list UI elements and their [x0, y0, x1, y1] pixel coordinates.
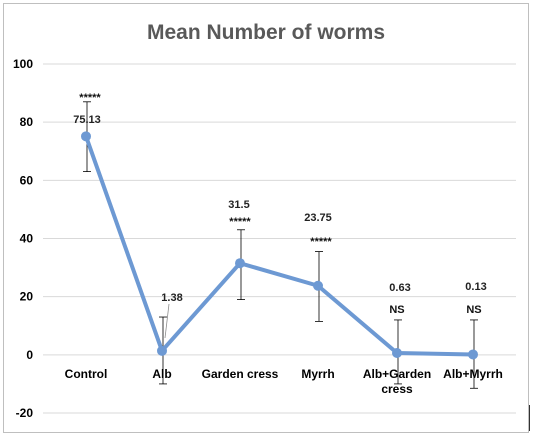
significance-mark: *****	[310, 236, 332, 248]
y-tick-label: 100	[13, 57, 33, 71]
data-points	[81, 131, 478, 360]
chart-frame	[3, 3, 529, 433]
label-leader-line	[164, 303, 170, 339]
significance-mark: *****	[229, 216, 251, 228]
data-point	[468, 349, 478, 360]
x-axis-tick-labels: Control Alb Garden cress Myrrh Alb+Garden cre…	[65, 367, 503, 396]
gridlines	[43, 63, 516, 414]
data-label: 0.63	[389, 282, 410, 294]
data-label: 75.13	[73, 114, 101, 126]
x-tick-label: Garden cress	[202, 367, 279, 381]
y-tick-label: -20	[16, 406, 34, 420]
data-point	[157, 345, 167, 356]
frame-edge-mark	[529, 405, 530, 431]
data-point	[81, 131, 91, 142]
series-line	[84, 134, 475, 357]
y-tick-label: 20	[20, 290, 34, 304]
data-label: 31.5	[228, 199, 249, 211]
x-tick-label: Control	[65, 367, 108, 381]
significance-mark: NS	[466, 304, 481, 316]
data-labels: 75.13 1.38 31.5 23.75 0.63 0.13 ***** ***** ****…	[73, 92, 487, 339]
chart-title: Mean Number of worms	[147, 21, 385, 44]
series-polyline	[84, 134, 475, 357]
significance-mark: NS	[389, 304, 404, 316]
significance-mark: *****	[79, 92, 101, 104]
data-point	[313, 280, 323, 291]
data-label: 23.75	[304, 212, 332, 224]
y-tick-label: 40	[20, 232, 34, 246]
x-tick-label: Myrrh	[301, 367, 334, 381]
y-tick-label: 0	[26, 348, 33, 362]
x-tick-label: Alb	[152, 367, 171, 381]
data-label: 0.13	[465, 281, 486, 293]
y-axis-tick-labels: -20 0 20 40 60 80 100	[13, 57, 33, 420]
error-bars	[83, 101, 478, 389]
y-tick-label: 60	[20, 173, 34, 187]
x-tick-label: Alb+Myrrh	[443, 367, 503, 381]
y-tick-label: 80	[20, 115, 34, 129]
data-point	[392, 348, 402, 359]
data-label: 1.38	[161, 292, 182, 304]
data-point	[235, 258, 245, 269]
x-tick-label: Alb+Garden cress	[363, 367, 431, 396]
